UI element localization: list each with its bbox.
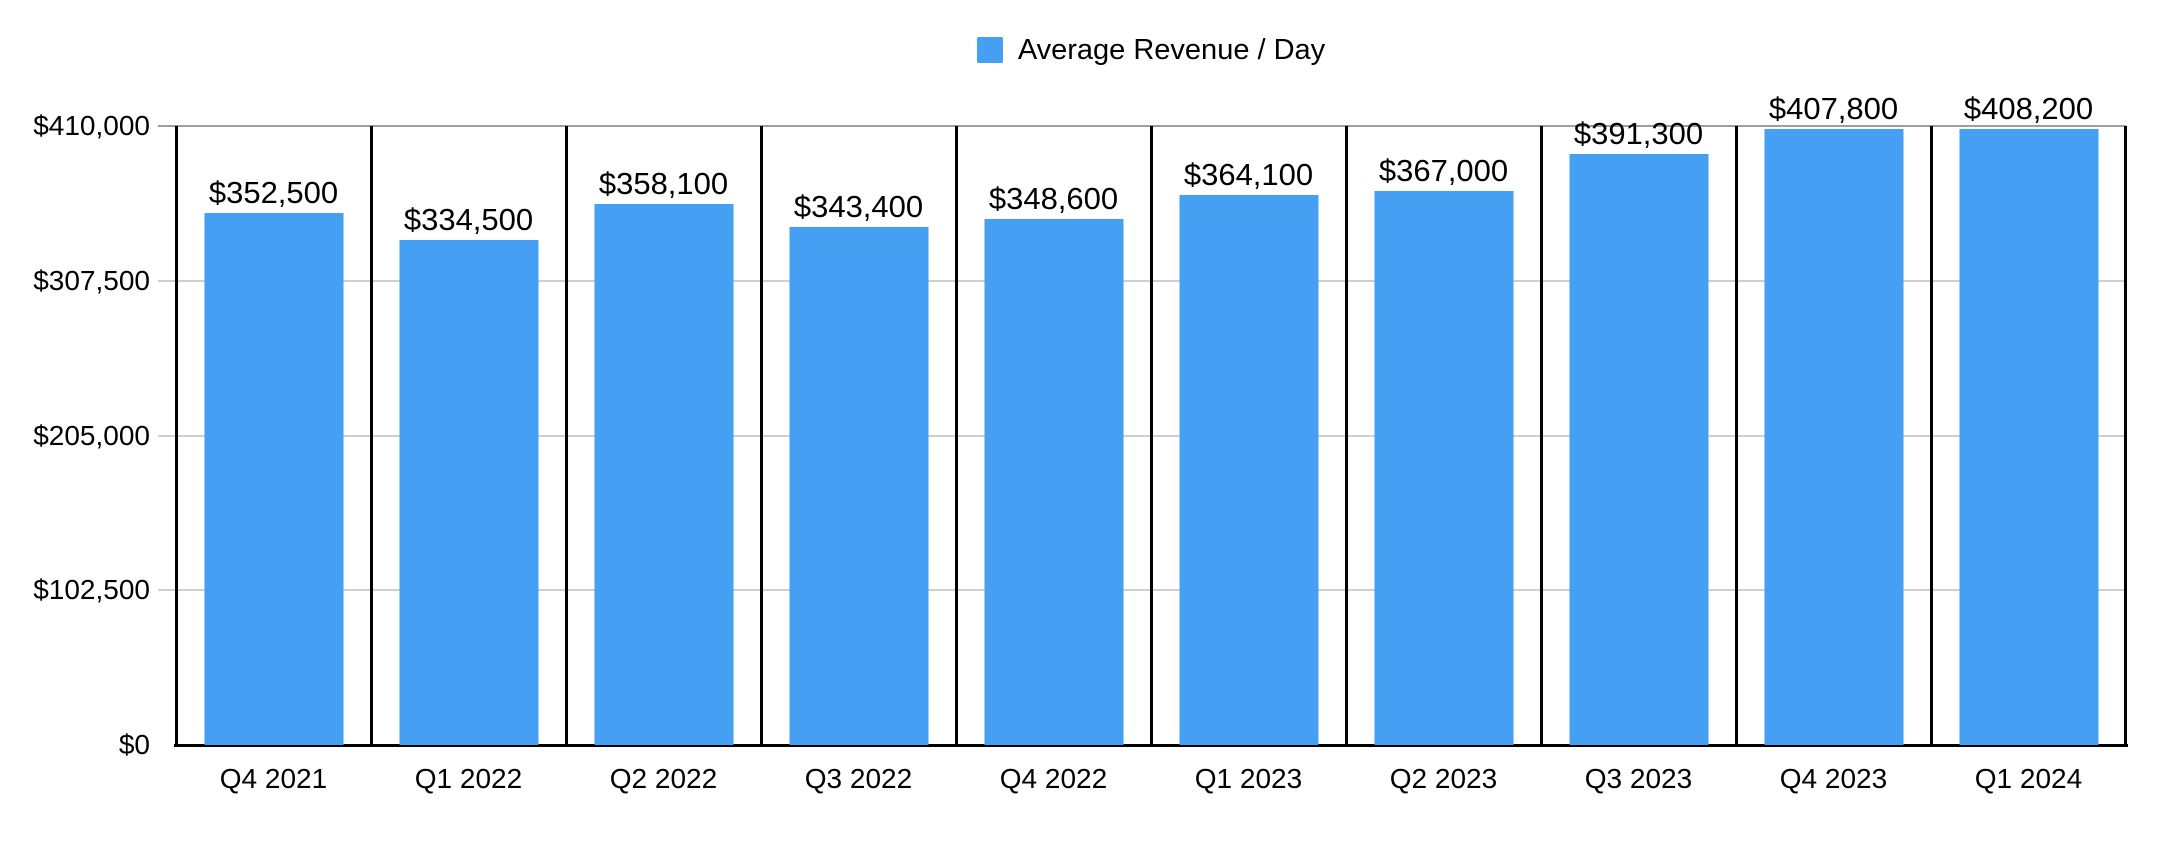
category-cell: $348,600 xyxy=(956,126,1151,745)
bar-value-label: $348,600 xyxy=(988,180,1119,216)
category-separator xyxy=(760,126,763,745)
y-axis-tick-label: $307,500 xyxy=(33,265,150,296)
y-axis-tick-label: $410,000 xyxy=(33,110,150,141)
category-cell: $364,100 xyxy=(1151,126,1346,745)
bar-value-label: $364,100 xyxy=(1183,157,1314,193)
category-cell: $391,300 xyxy=(1541,116,1736,745)
category-cell: $343,400 xyxy=(761,126,956,745)
bar-value-label: $334,500 xyxy=(403,202,534,237)
bar xyxy=(594,204,733,745)
category-separator xyxy=(955,126,958,745)
y-axis-tick-label: $102,500 xyxy=(33,574,150,605)
y-axis-tick-label: $205,000 xyxy=(33,420,150,451)
bar xyxy=(984,218,1123,745)
x-axis-tick-label: Q4 2023 xyxy=(1779,763,1888,794)
x-axis-line xyxy=(174,744,2128,747)
bar xyxy=(1179,195,1318,745)
x-axis-tick-label: Q4 2021 xyxy=(219,763,328,794)
bar xyxy=(1569,154,1708,745)
x-axis-tick-label: Q2 2023 xyxy=(1389,763,1498,794)
chart-legend: Average Revenue / Day xyxy=(176,30,2126,70)
bar-value-label: $343,400 xyxy=(793,188,924,224)
bar-value-label: $407,800 xyxy=(1768,91,1899,127)
bar xyxy=(1374,190,1513,745)
bar xyxy=(1959,128,2098,745)
y-tick-mark xyxy=(158,125,176,127)
legend-color-swatch xyxy=(976,37,1003,63)
y-tick-mark xyxy=(158,280,176,282)
x-axis-tick-label: Q2 2022 xyxy=(609,763,718,794)
bar xyxy=(1764,129,1903,745)
plot-area: $352,500 $334,500 $358,100 $343,400 $348,600… xyxy=(175,91,2127,745)
bar xyxy=(399,240,538,745)
y-tick-mark xyxy=(158,589,176,591)
category-separator xyxy=(1930,126,1933,745)
category-separator xyxy=(370,126,373,745)
bar-value-label: $391,300 xyxy=(1573,116,1704,152)
x-axis-tick-label: Q4 2022 xyxy=(999,763,1108,794)
category-separator xyxy=(2124,126,2127,745)
bar xyxy=(789,226,928,745)
bar xyxy=(204,212,343,745)
x-axis-tick-label: Q1 2024 xyxy=(1974,763,2083,794)
x-axis-tick-label: Q1 2023 xyxy=(1194,763,1303,794)
y-axis-tick-label: $0 xyxy=(118,729,150,760)
legend-label: Average Revenue / Day xyxy=(1017,34,1326,66)
category-cell: $367,000 xyxy=(1346,126,1541,745)
category-cell: $352,500 xyxy=(176,126,371,745)
category-cell: $407,800 xyxy=(1736,91,1931,745)
bar-value-label: $408,200 xyxy=(1963,90,2094,126)
x-axis-tick-label: Q1 2022 xyxy=(414,763,523,794)
category-separator xyxy=(1345,126,1348,745)
category-cell: $408,200 xyxy=(1931,91,2126,745)
category-separator xyxy=(1540,126,1543,745)
x-axis-tick-label: Q3 2023 xyxy=(1584,763,1693,794)
bar-value-label: $367,000 xyxy=(1378,152,1509,188)
y-tick-mark xyxy=(158,435,176,437)
category-cell: $358,100 xyxy=(566,126,761,745)
bar-value-label: $352,500 xyxy=(208,174,339,210)
category-cell: $334,500 xyxy=(371,126,566,745)
category-separator xyxy=(1735,126,1738,745)
bar-value-label: $358,100 xyxy=(598,166,729,202)
x-axis-tick-label: Q3 2022 xyxy=(804,763,913,794)
category-separator xyxy=(1150,126,1153,745)
y-axis-line xyxy=(175,126,178,745)
category-separator xyxy=(565,126,568,745)
